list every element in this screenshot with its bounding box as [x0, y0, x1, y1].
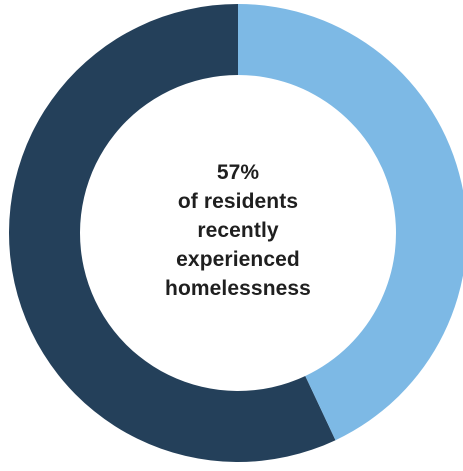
center-line-3: experienced [176, 247, 300, 271]
donut-slice-2 [238, 4, 463, 441]
center-line-1: of residents [177, 189, 299, 213]
center-value: 57% [216, 160, 260, 184]
center-line-4: homelessness [165, 276, 311, 300]
donut-slice-1 [9, 4, 336, 462]
center-label: 57% of residents recently experienced ho… [105, 150, 371, 310]
center-line-2: recently [197, 218, 279, 242]
